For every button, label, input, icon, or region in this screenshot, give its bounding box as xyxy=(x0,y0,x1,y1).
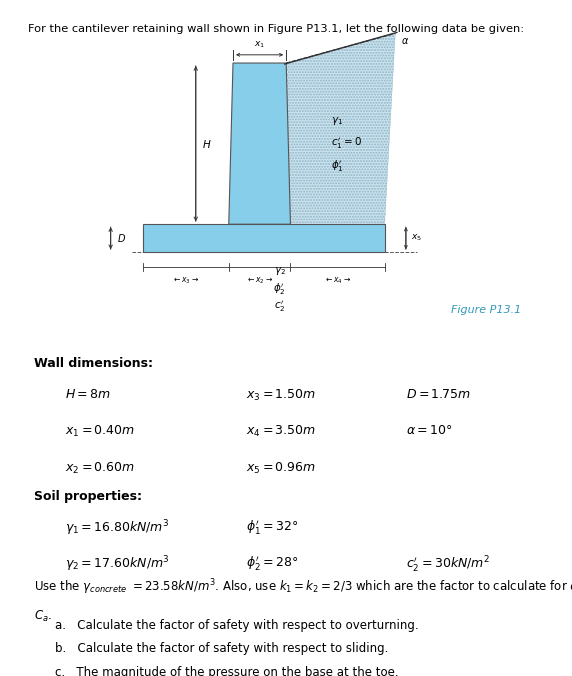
Text: $C_a$.: $C_a$. xyxy=(34,609,51,625)
Text: $x_5 = 0.96m$: $x_5 = 0.96m$ xyxy=(247,460,316,475)
Text: $\alpha = 10°$: $\alpha = 10°$ xyxy=(406,425,452,437)
Text: $\phi_2^{\prime} = 28°$: $\phi_2^{\prime} = 28°$ xyxy=(247,554,299,573)
Text: $\phi_2'$: $\phi_2'$ xyxy=(273,282,286,297)
Text: $\gamma_2 = 17.60kN/m^3$: $\gamma_2 = 17.60kN/m^3$ xyxy=(65,554,170,574)
Text: $c_2^{\prime} = 30kN/m^2$: $c_2^{\prime} = 30kN/m^2$ xyxy=(406,554,490,575)
Text: $\leftarrow x_2 \rightarrow$: $\leftarrow x_2 \rightarrow$ xyxy=(246,275,273,286)
Text: $x_2 = 0.60m$: $x_2 = 0.60m$ xyxy=(65,460,136,475)
Polygon shape xyxy=(286,33,395,224)
Text: $\gamma_2$: $\gamma_2$ xyxy=(273,266,285,277)
Text: $x_1 = 0.40m$: $x_1 = 0.40m$ xyxy=(65,425,136,439)
Text: $x_3 = 1.50m$: $x_3 = 1.50m$ xyxy=(247,389,316,404)
Text: $\gamma_1$: $\gamma_1$ xyxy=(331,115,344,126)
Polygon shape xyxy=(229,63,291,224)
Text: $H$: $H$ xyxy=(202,138,212,149)
Text: $\alpha$: $\alpha$ xyxy=(400,36,409,46)
Text: $\phi_1^{\prime} = 32°$: $\phi_1^{\prime} = 32°$ xyxy=(247,518,299,536)
Text: $H = 8m$: $H = 8m$ xyxy=(65,389,112,402)
Text: For the cantilever retaining wall shown in Figure P13.1, let the following data : For the cantilever retaining wall shown … xyxy=(28,24,525,34)
Text: $D$: $D$ xyxy=(117,232,126,244)
Text: $x_5$: $x_5$ xyxy=(411,233,422,243)
Text: Soil properties:: Soil properties: xyxy=(34,490,141,503)
Text: c.   The magnitude of the pressure on the base at the toe.: c. The magnitude of the pressure on the … xyxy=(55,666,399,676)
Polygon shape xyxy=(142,224,384,252)
Text: $\phi_1'$: $\phi_1'$ xyxy=(331,159,344,174)
Text: $c_2'$: $c_2'$ xyxy=(274,298,285,314)
Text: Wall dimensions:: Wall dimensions: xyxy=(34,357,153,370)
Text: $x_1$: $x_1$ xyxy=(254,39,265,50)
Text: a.   Calculate the factor of safety with respect to overturning.: a. Calculate the factor of safety with r… xyxy=(55,619,419,631)
Text: $D = 1.75m$: $D = 1.75m$ xyxy=(406,389,470,402)
Text: b.   Calculate the factor of safety with respect to sliding.: b. Calculate the factor of safety with r… xyxy=(55,642,388,655)
Text: $x_4 = 3.50m$: $x_4 = 3.50m$ xyxy=(247,425,316,439)
Text: $c_1' = 0$: $c_1' = 0$ xyxy=(331,136,363,151)
Text: Figure P13.1: Figure P13.1 xyxy=(451,305,521,315)
Text: Use the $\gamma_{concrete}$ $= 23.58kN/m^3$. Also, use $k_1=k_2 = 2/3$ which are: Use the $\gamma_{concrete}$ $= 23.58kN/m… xyxy=(34,578,572,598)
Text: $\gamma_1 = 16.80kN/m^3$: $\gamma_1 = 16.80kN/m^3$ xyxy=(65,518,170,538)
Text: $\leftarrow x_3 \rightarrow$: $\leftarrow x_3 \rightarrow$ xyxy=(172,275,199,286)
Text: $\leftarrow x_4 \rightarrow$: $\leftarrow x_4 \rightarrow$ xyxy=(324,275,351,286)
